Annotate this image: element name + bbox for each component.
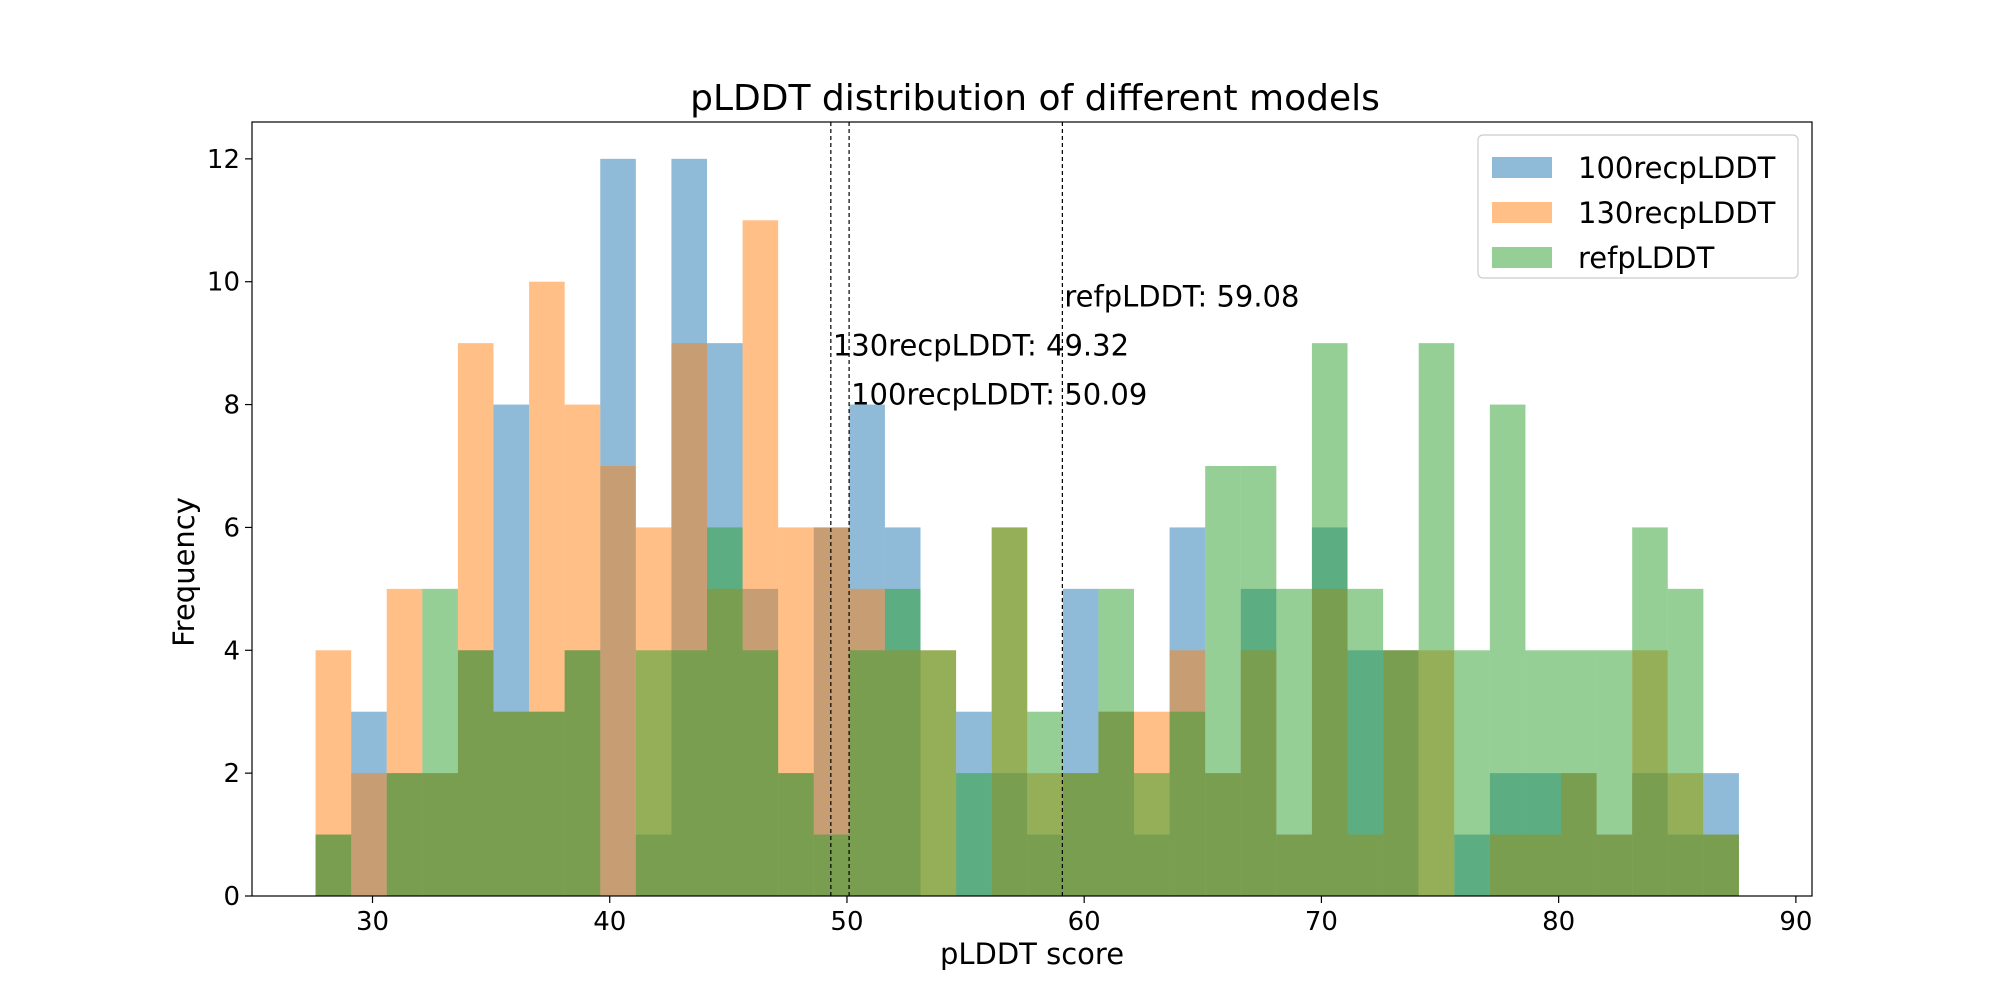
- y-tick-label-1: 2: [223, 759, 240, 789]
- bar-refpLDDT-0: [315, 834, 352, 896]
- bar-refpLDDT-30: [1383, 650, 1419, 896]
- x-axis-ticks: 30 40 50 60 70 80 90: [356, 896, 1812, 937]
- bar-refpLDDT-17: [920, 650, 957, 896]
- bar-refpLDDT-39: [1703, 834, 1739, 896]
- bar-refpLDDT-20: [1027, 711, 1063, 896]
- legend-label-refpLDDT: refpLDDT: [1578, 241, 1715, 275]
- legend-label-130recpLDDT: 130recpLDDT: [1578, 196, 1776, 230]
- x-tick-label-2: 50: [830, 907, 863, 937]
- bar-130recpLDDT-8: [600, 466, 636, 896]
- y-axis-label: Frequency: [167, 497, 201, 647]
- x-tick-label-4: 70: [1305, 907, 1338, 937]
- bar-refpLDDT-31: [1418, 343, 1455, 897]
- bar-refpLDDT-19: [991, 527, 1028, 896]
- bar-refpLDDT-25: [1205, 466, 1241, 896]
- bar-refpLDDT-4: [457, 650, 494, 896]
- annotation-0: refpLDDT: 59.08: [1064, 279, 1299, 313]
- x-tick-label-3: 60: [1068, 907, 1101, 937]
- chart-title: pLDDT distribution of different models: [690, 78, 1380, 119]
- bar-refpLDDT-10: [671, 650, 707, 896]
- bar-refpLDDT-5: [493, 711, 530, 896]
- y-axis-ticks: 0 2 4 6 8 10 12: [207, 145, 252, 912]
- bar-refpLDDT-22: [1098, 588, 1135, 896]
- bar-refpLDDT-27: [1276, 588, 1312, 896]
- bar-refpLDDT-28: [1311, 343, 1348, 897]
- bar-refpLDDT-37: [1632, 527, 1668, 896]
- legend-swatch-refpLDDT: [1492, 247, 1552, 268]
- bar-refpLDDT-13: [778, 773, 814, 896]
- bar-refpLDDT-11: [707, 527, 743, 896]
- annotations-layer: refpLDDT: 59.08 130recpLDDT: 49.32 100recp…: [833, 279, 1300, 411]
- legend: 100recpLDDT 130recpLDDT refpLDDT: [1477, 134, 1799, 279]
- mean-lines-layer: [830, 122, 1063, 896]
- bar-refpLDDT-35: [1561, 650, 1597, 896]
- bar-refpLDDT-18: [956, 773, 992, 896]
- bars-layer: [315, 158, 1739, 897]
- bar-refpLDDT-3: [422, 588, 458, 896]
- bar-refpLDDT-38: [1667, 588, 1704, 896]
- bar-refpLDDT-32: [1454, 650, 1490, 896]
- x-tick-label-6: 90: [1779, 907, 1812, 937]
- bar-refpLDDT-33: [1489, 404, 1526, 896]
- legend-swatch-100recpLDDT: [1492, 157, 1552, 178]
- legend-box: [1477, 134, 1799, 279]
- bar-refpLDDT-23: [1134, 773, 1170, 896]
- bar-refpLDDT-21: [1062, 773, 1099, 896]
- y-tick-label-3: 6: [223, 513, 240, 543]
- bar-refpLDDT-14: [813, 834, 850, 896]
- bar-130recpLDDT-1: [351, 773, 387, 896]
- y-tick-label-6: 12: [207, 145, 240, 175]
- bar-refpLDDT-34: [1525, 650, 1562, 896]
- x-tick-label-1: 40: [593, 907, 626, 937]
- bar-refpLDDT-9: [635, 650, 672, 896]
- series-refpLDDT: [315, 343, 1739, 897]
- legend-swatch-130recpLDDT: [1492, 202, 1552, 223]
- annotation-2: 100recpLDDT: 50.09: [851, 378, 1147, 412]
- bar-refpLDDT-6: [529, 711, 565, 896]
- y-tick-label-5: 10: [207, 268, 240, 298]
- bar-refpLDDT-12: [742, 650, 779, 896]
- legend-label-100recpLDDT: 100recpLDDT: [1578, 151, 1776, 185]
- bar-refpLDDT-24: [1169, 711, 1206, 896]
- y-tick-label-0: 0: [223, 882, 240, 912]
- plot-frame: [251, 121, 1813, 897]
- bar-refpLDDT-36: [1596, 650, 1633, 896]
- bar-refpLDDT-26: [1240, 466, 1277, 896]
- bar-refpLDDT-29: [1347, 588, 1384, 896]
- annotation-1: 130recpLDDT: 49.32: [833, 328, 1129, 362]
- y-tick-label-2: 4: [223, 636, 240, 666]
- bar-refpLDDT-15: [849, 650, 885, 896]
- x-axis-label: pLDDT score: [940, 937, 1124, 971]
- x-tick-label-0: 30: [356, 907, 389, 937]
- x-tick-label-5: 80: [1542, 907, 1575, 937]
- y-tick-label-4: 8: [223, 391, 240, 421]
- bar-refpLDDT-2: [386, 773, 423, 896]
- bar-refpLDDT-16: [884, 588, 921, 896]
- bar-refpLDDT-7: [564, 650, 601, 896]
